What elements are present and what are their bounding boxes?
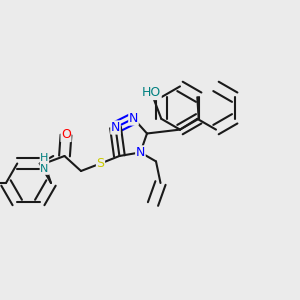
Text: N: N [111,121,120,134]
Text: N: N [136,146,145,159]
Text: H
N: H N [40,153,49,174]
Text: HO: HO [142,86,161,100]
Text: N: N [129,112,138,125]
Text: S: S [97,157,104,170]
Text: O: O [61,128,71,142]
